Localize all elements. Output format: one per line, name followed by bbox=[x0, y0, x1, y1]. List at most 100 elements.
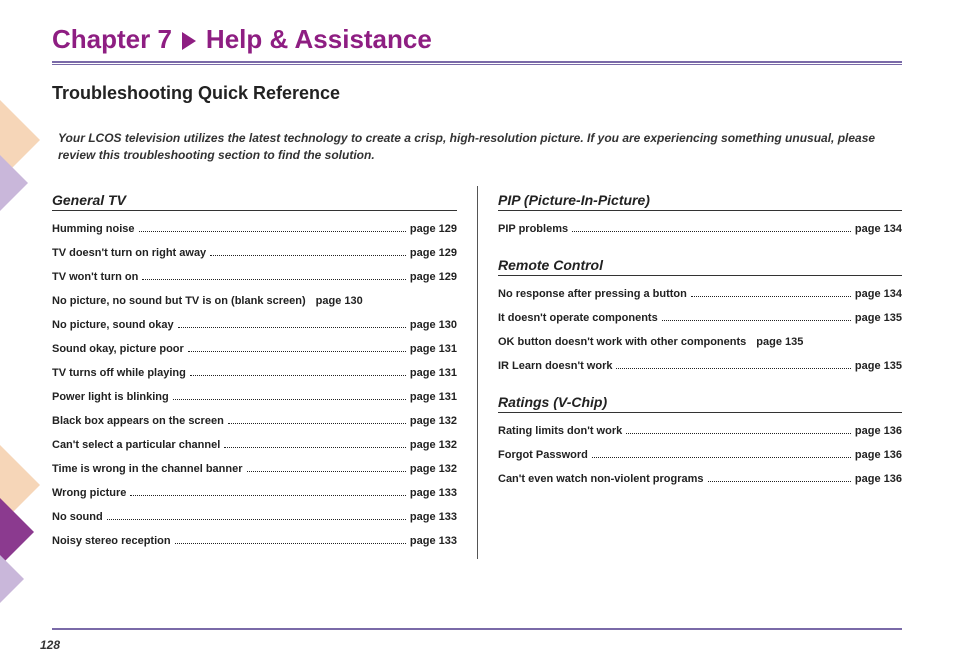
toc-item-leader bbox=[173, 399, 406, 400]
toc-item: No picture, no sound but TV is on (blank… bbox=[52, 295, 457, 307]
toc-item-leader bbox=[572, 231, 851, 232]
toc-item-label: Sound okay, picture poor bbox=[52, 343, 184, 355]
toc-item-label: TV turns off while playing bbox=[52, 367, 186, 379]
toc-item-page: page 130 bbox=[316, 295, 363, 307]
toc-item-page: page 133 bbox=[410, 535, 457, 547]
toc-item: No response after pressing a button page … bbox=[498, 288, 902, 300]
toc-item-leader bbox=[616, 368, 850, 369]
toc-item-label: Humming noise bbox=[52, 223, 135, 235]
toc-item: No sound page 133 bbox=[52, 511, 457, 523]
toc-list-ratings: Rating limits don't workpage 136Forgot P… bbox=[498, 425, 902, 485]
toc-item: It doesn't operate components page 135 bbox=[498, 312, 902, 324]
toc-item-label: It doesn't operate components bbox=[498, 312, 658, 324]
left-column: General TV Humming noisepage 129TV doesn… bbox=[52, 186, 477, 559]
toc-item-label: OK button doesn't work with other compon… bbox=[498, 336, 746, 348]
toc-item-leader bbox=[139, 231, 406, 232]
heading-rule bbox=[52, 61, 902, 63]
toc-item-leader bbox=[142, 279, 406, 280]
toc-item-label: PIP problems bbox=[498, 223, 568, 235]
toc-item-page: page 129 bbox=[410, 223, 457, 235]
toc-item-label: TV won't turn on bbox=[52, 271, 138, 283]
section-head-general-tv: General TV bbox=[52, 192, 457, 211]
chapter-label: Chapter 7 bbox=[52, 24, 172, 55]
toc-item-page: page 131 bbox=[410, 343, 457, 355]
columns-wrapper: General TV Humming noisepage 129TV doesn… bbox=[52, 186, 902, 559]
toc-item: Forgot Password page 136 bbox=[498, 449, 902, 461]
toc-item-label: Power light is blinking bbox=[52, 391, 169, 403]
toc-item-page: page 136 bbox=[855, 473, 902, 485]
toc-item-label: Black box appears on the screen bbox=[52, 415, 224, 427]
toc-item: Time is wrong in the channel banner page … bbox=[52, 463, 457, 475]
toc-item-leader bbox=[662, 320, 851, 321]
toc-list-general-tv: Humming noisepage 129TV doesn't turn on … bbox=[52, 223, 457, 547]
toc-item: Black box appears on the screen page 132 bbox=[52, 415, 457, 427]
toc-item-page: page 131 bbox=[410, 391, 457, 403]
toc-item: Power light is blinking page 131 bbox=[52, 391, 457, 403]
toc-item-label: TV doesn't turn on right away bbox=[52, 247, 206, 259]
toc-item-label: No picture, no sound but TV is on (blank… bbox=[52, 295, 306, 307]
toc-item-leader bbox=[708, 481, 851, 482]
toc-item-label: Wrong picture bbox=[52, 487, 126, 499]
toc-item-leader bbox=[175, 543, 406, 544]
section-head-remote: Remote Control bbox=[498, 257, 902, 276]
toc-item: Noisy stereo reception page 133 bbox=[52, 535, 457, 547]
toc-item: Sound okay, picture poor page 131 bbox=[52, 343, 457, 355]
section-subtitle: Troubleshooting Quick Reference bbox=[52, 83, 902, 104]
page-number: 128 bbox=[40, 638, 60, 652]
toc-item: TV turns off while playingpage 131 bbox=[52, 367, 457, 379]
toc-item-leader bbox=[224, 447, 406, 448]
toc-item-page: page 133 bbox=[410, 511, 457, 523]
right-column: PIP (Picture-In-Picture) PIP problems pag… bbox=[477, 186, 902, 559]
toc-item: Wrong picture page 133 bbox=[52, 487, 457, 499]
intro-paragraph: Your LCOS television utilizes the latest… bbox=[52, 130, 902, 164]
toc-item: TV doesn't turn on right away page 129 bbox=[52, 247, 457, 259]
section-head-ratings: Ratings (V-Chip) bbox=[498, 394, 902, 413]
toc-item-label: No picture, sound okay bbox=[52, 319, 174, 331]
toc-item-leader bbox=[188, 351, 406, 352]
page-content: Chapter 7 Help & Assistance Troubleshoot… bbox=[0, 0, 954, 579]
toc-item-label: No sound bbox=[52, 511, 103, 523]
toc-item: IR Learn doesn't work page 135 bbox=[498, 360, 902, 372]
toc-item-label: Noisy stereo reception bbox=[52, 535, 171, 547]
toc-item: Can't select a particular channelpage 13… bbox=[52, 439, 457, 451]
toc-list-remote: No response after pressing a button page … bbox=[498, 288, 902, 372]
toc-item-leader bbox=[107, 519, 406, 520]
toc-item-label: No response after pressing a button bbox=[498, 288, 687, 300]
toc-item: Can't even watch non-violent programspag… bbox=[498, 473, 902, 485]
heading-rule-thin bbox=[52, 64, 902, 65]
toc-item-label: Forgot Password bbox=[498, 449, 588, 461]
toc-item-page: page 129 bbox=[410, 247, 457, 259]
toc-item-leader bbox=[691, 296, 851, 297]
toc-item: TV won't turn on page 129 bbox=[52, 271, 457, 283]
toc-item-page: page 132 bbox=[410, 415, 457, 427]
section-head-pip: PIP (Picture-In-Picture) bbox=[498, 192, 902, 211]
toc-item: Humming noise page 129 bbox=[52, 223, 457, 235]
toc-item-leader bbox=[228, 423, 406, 424]
toc-item-page: page 133 bbox=[410, 487, 457, 499]
toc-item-label: IR Learn doesn't work bbox=[498, 360, 612, 372]
toc-item-leader bbox=[592, 457, 851, 458]
toc-item-leader bbox=[210, 255, 406, 256]
toc-item-page: page 135 bbox=[855, 312, 902, 324]
toc-item-label: Rating limits don't work bbox=[498, 425, 622, 437]
toc-item: Rating limits don't work page 136 bbox=[498, 425, 902, 437]
footer-rule bbox=[52, 628, 902, 630]
toc-item-page: page 134 bbox=[855, 223, 902, 235]
toc-item-label: Time is wrong in the channel banner bbox=[52, 463, 243, 475]
toc-item-page: page 135 bbox=[756, 336, 803, 348]
toc-item-page: page 130 bbox=[410, 319, 457, 331]
toc-item-page: page 136 bbox=[855, 449, 902, 461]
toc-item-page: page 136 bbox=[855, 425, 902, 437]
toc-item-page: page 134 bbox=[855, 288, 902, 300]
toc-item-leader bbox=[247, 471, 406, 472]
toc-item-page: page 132 bbox=[410, 463, 457, 475]
toc-item-label: Can't select a particular channel bbox=[52, 439, 220, 451]
toc-item: No picture, sound okay page 130 bbox=[52, 319, 457, 331]
chapter-arrow-icon bbox=[182, 32, 196, 50]
toc-item: OK button doesn't work with other compon… bbox=[498, 336, 902, 348]
toc-item-leader bbox=[178, 327, 406, 328]
chapter-title-text: Help & Assistance bbox=[206, 24, 432, 55]
toc-item-page: page 135 bbox=[855, 360, 902, 372]
toc-item-leader bbox=[626, 433, 851, 434]
toc-item-page: page 129 bbox=[410, 271, 457, 283]
